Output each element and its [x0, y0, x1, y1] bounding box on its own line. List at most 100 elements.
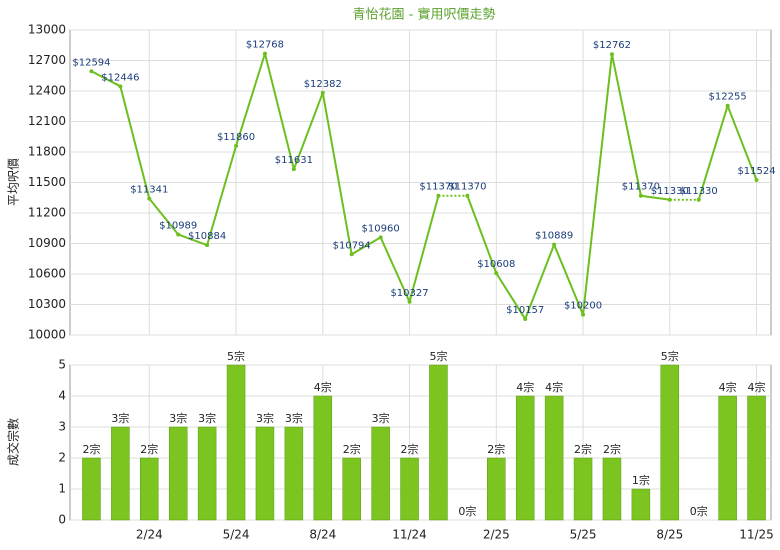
data-label: 4宗 [748, 380, 766, 394]
y-tick-label: 2 [58, 451, 66, 465]
bar [718, 395, 737, 521]
y-tick-label: 10000 [28, 328, 66, 342]
point [725, 103, 730, 108]
point [523, 317, 528, 322]
point [667, 197, 672, 202]
data-label: $12762 [593, 40, 631, 51]
data-label: $11330 [680, 186, 718, 197]
point [262, 51, 267, 56]
data-label: $11860 [217, 132, 255, 143]
bar [342, 457, 361, 521]
data-label: 2宗 [574, 442, 592, 456]
data-label: 1宗 [632, 473, 650, 487]
bar [111, 426, 130, 521]
point [436, 193, 441, 198]
point [407, 299, 412, 304]
bar [660, 364, 680, 521]
point [349, 252, 354, 257]
y-tick-label: 10900 [28, 236, 66, 250]
line-segment [351, 236, 382, 256]
bar [284, 426, 304, 521]
y-tick-label: 11200 [28, 206, 66, 220]
data-label: $10884 [188, 231, 226, 242]
line-segment [697, 105, 729, 201]
line-segment [553, 244, 584, 316]
point [465, 193, 470, 198]
data-label: $10989 [159, 220, 197, 231]
data-label: 0宗 [690, 504, 708, 518]
point [205, 243, 210, 248]
data-label: $10960 [362, 223, 400, 234]
x-tick-label: 5/24 [223, 528, 250, 542]
point [118, 84, 123, 89]
data-label: 5宗 [227, 349, 245, 363]
bar [197, 426, 217, 521]
y-tick-label: 1 [58, 482, 66, 496]
line-segment [726, 105, 758, 181]
data-label: 2宗 [343, 442, 361, 456]
point [291, 167, 296, 172]
point [147, 196, 152, 201]
point [176, 232, 181, 237]
bar [313, 395, 333, 521]
x-tick-label: 8/24 [309, 528, 336, 542]
x-tick-label: 11/24 [392, 528, 427, 542]
data-label: $12768 [246, 40, 284, 51]
y-axis-title: 成交宗數 [6, 418, 21, 466]
point [378, 235, 383, 240]
y-tick-label: 10300 [28, 297, 66, 311]
bar [168, 426, 188, 521]
line-segment [263, 53, 295, 170]
data-label: $11341 [130, 185, 168, 196]
data-label: $12594 [72, 57, 110, 68]
bar [140, 457, 159, 521]
y-tick-label: 11800 [28, 145, 66, 159]
y-tick-label: 11500 [28, 175, 66, 189]
bar [515, 395, 535, 521]
point [89, 69, 94, 74]
y-axis-title: 平均呎價 [7, 158, 21, 206]
point [320, 90, 325, 95]
bar [255, 426, 275, 521]
data-label: $10889 [535, 231, 573, 242]
point [494, 271, 499, 276]
x-tick-label: 8/25 [656, 528, 683, 542]
line-segment [321, 92, 353, 255]
point [552, 242, 557, 247]
bar [544, 395, 564, 521]
data-label: $10327 [390, 288, 428, 299]
data-label: $11524 [737, 166, 775, 177]
data-label: 4宗 [545, 380, 563, 394]
bar [602, 457, 622, 521]
bar [487, 457, 506, 521]
data-label: $11631 [275, 155, 313, 166]
data-label: 2宗 [603, 442, 621, 456]
line-segment [495, 272, 527, 320]
data-label: $11330 [651, 186, 689, 197]
data-label: $10200 [564, 301, 602, 312]
line-segment [524, 244, 556, 320]
data-label: $10608 [477, 259, 515, 270]
bar [400, 457, 419, 521]
point [696, 197, 701, 202]
chart-title: 青怡花園 - 實用呎價走勢 [353, 7, 496, 23]
y-tick-label: 13000 [28, 23, 66, 37]
y-tick-label: 5 [58, 358, 66, 372]
data-label: 2宗 [487, 442, 505, 456]
line-segment [408, 195, 440, 303]
bar [371, 426, 390, 521]
bar [429, 364, 448, 521]
point [609, 52, 614, 57]
data-label: $10157 [506, 305, 544, 316]
data-label: 5宗 [429, 349, 447, 363]
data-label: 5宗 [661, 349, 679, 363]
data-label: 4宗 [719, 380, 737, 394]
bar [747, 395, 766, 521]
line-segment [90, 70, 121, 88]
bar [226, 364, 246, 521]
data-label: $11370 [622, 182, 660, 193]
data-label: $12255 [709, 92, 747, 103]
data-label: $12382 [304, 79, 342, 90]
y-tick-label: 12100 [28, 114, 66, 128]
